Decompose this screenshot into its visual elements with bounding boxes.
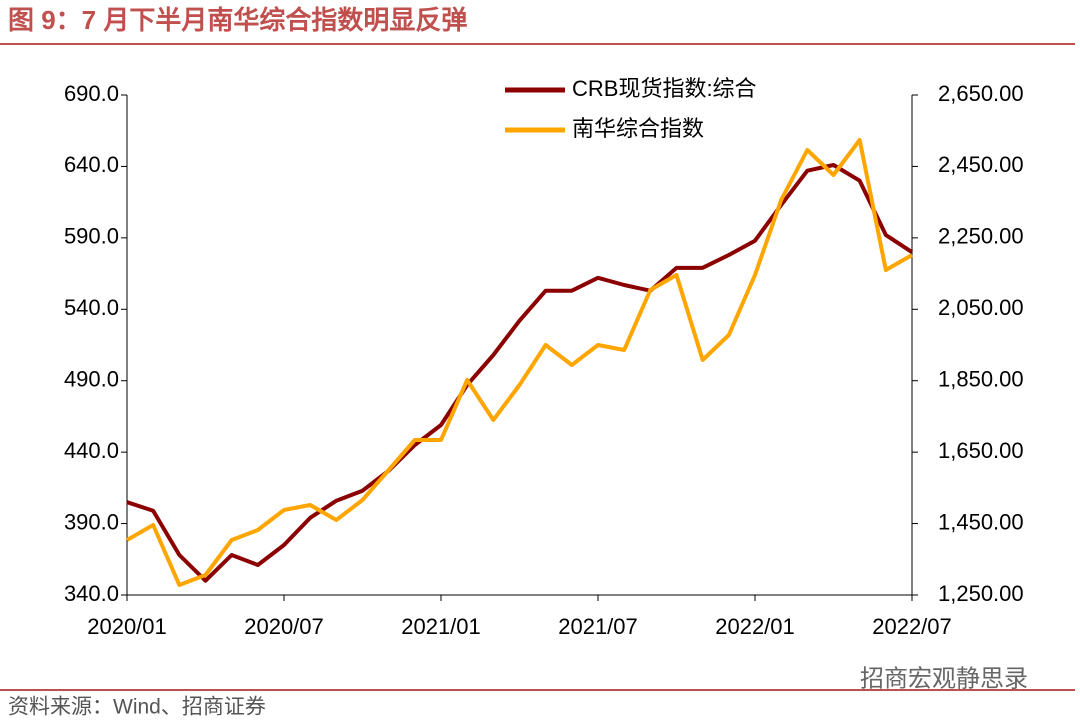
x-tick-label: 2020/07: [244, 614, 324, 639]
y2-tick-label: 1,850.00: [938, 367, 1024, 392]
y2-tick-label: 2,250.00: [938, 224, 1024, 249]
x-tick-label: 2021/07: [558, 614, 638, 639]
y2-tick-label: 1,650.00: [938, 438, 1024, 463]
y-tick-label: 690.0: [64, 81, 119, 106]
y2-tick-label: 2,450.00: [938, 152, 1024, 177]
y-tick-label: 390.0: [64, 509, 119, 534]
y2-tick-label: 1,450.00: [938, 509, 1024, 534]
y2-tick-label: 2,050.00: [938, 295, 1024, 320]
y-tick-label: 590.0: [64, 224, 119, 249]
legend-label: 南华综合指数: [572, 116, 704, 141]
series-line: [126, 163, 914, 583]
y2-tick-label: 2,650.00: [938, 81, 1024, 106]
y2-tick-label: 1,250.00: [938, 581, 1024, 606]
x-tick-label: 2022/01: [715, 614, 795, 639]
chart-title: 图 9：7 月下半月南华综合指数明显反弹: [8, 5, 467, 35]
x-tick-label: 2021/01: [401, 614, 481, 639]
source: 资料来源：Wind、招商证券: [8, 696, 266, 719]
legend-label: CRB现货指数:综合: [572, 76, 757, 101]
series-line: [126, 138, 913, 587]
y-tick-label: 440.0: [64, 438, 119, 463]
x-tick-label: 2022/07: [872, 614, 952, 639]
y-tick-label: 490.0: [64, 367, 119, 392]
x-tick-label: 2020/01: [87, 614, 167, 639]
watermark: 招商宏观静思录: [860, 665, 1028, 692]
y-tick-label: 540.0: [64, 295, 119, 320]
y-tick-label: 340.0: [64, 581, 119, 606]
y-tick-label: 640.0: [64, 152, 119, 177]
